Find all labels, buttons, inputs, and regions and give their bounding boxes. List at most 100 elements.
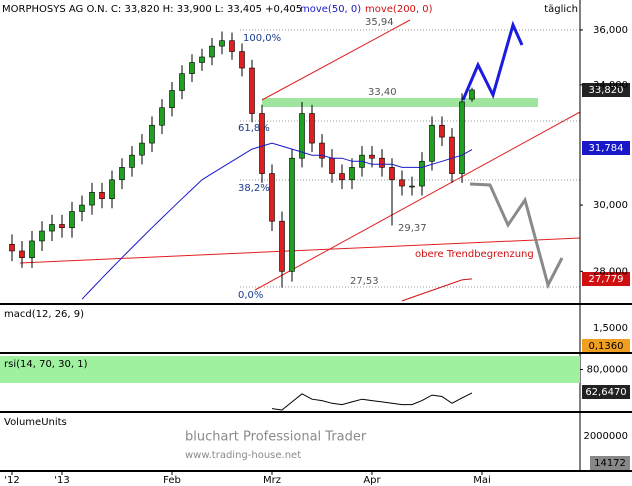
fib-label: 38,2%: [238, 183, 270, 194]
y-tick-label: 80,0000: [587, 365, 628, 376]
candle-body: [399, 179, 405, 187]
candle-body: [259, 113, 265, 174]
level-label: 29,37: [398, 223, 427, 234]
x-tick-label: Apr: [363, 475, 381, 486]
candle-body: [319, 142, 325, 159]
candle-body: [239, 51, 245, 69]
y-tick-label: 30,000: [593, 200, 628, 211]
candle-body: [59, 224, 65, 229]
candle-body: [459, 101, 465, 174]
candle-body: [309, 113, 315, 144]
candle-body: [99, 192, 105, 199]
candle-body: [219, 40, 225, 47]
fib-label: 0,0%: [238, 290, 263, 301]
y-tick-label: 28,000: [593, 266, 628, 277]
candle-body: [49, 224, 55, 232]
candle-body: [279, 220, 285, 272]
moving-average: [401, 278, 473, 302]
panel-label: rsi(14, 70, 30, 1): [4, 359, 88, 370]
chart-title: MORPHOSYS AG O.N. C: 33,820 H: 33,900 L:…: [2, 4, 302, 15]
last-label: 0,1360: [589, 341, 624, 352]
x-tick-label: Mai: [473, 475, 491, 486]
candle-body: [169, 90, 175, 109]
candle-body: [299, 113, 305, 159]
candle-body: [139, 142, 145, 156]
last-label: 33,820: [589, 85, 624, 96]
last-box: [582, 83, 630, 97]
candle-body: [19, 250, 25, 259]
watermark: bluchart Professional Trader: [185, 430, 367, 445]
candle-body: [269, 173, 275, 222]
last-box: [582, 339, 630, 352]
level-label: 35,94: [365, 17, 394, 28]
fib-label: 100,0%: [243, 33, 281, 44]
candle-body: [349, 167, 355, 181]
candle-body: [199, 56, 205, 63]
candle-body: [29, 240, 35, 259]
candle-body: [249, 67, 255, 114]
last-box: [590, 456, 630, 470]
candle-body: [149, 124, 155, 144]
candle-body: [119, 167, 125, 181]
last-label: 31,784: [589, 143, 624, 154]
resistance-zone: [262, 98, 538, 107]
rsi-line: [271, 392, 473, 411]
level-label: 27,53: [350, 276, 379, 287]
panel-label: macd(12, 26, 9): [4, 309, 84, 320]
y-tick-label: 34,000: [593, 80, 628, 91]
last-label: 14172: [594, 458, 626, 469]
candle-body: [179, 73, 185, 91]
candle-body: [129, 154, 135, 168]
legend-entry: move(50, 0): [300, 4, 361, 15]
candle-body: [9, 243, 15, 252]
candle-body: [389, 167, 395, 181]
candle-body: [89, 192, 95, 206]
x-tick-label: '13: [54, 475, 69, 486]
projection-down: [469, 182, 564, 290]
panel-borders: [0, 0, 632, 472]
trend-line: [19, 237, 581, 264]
last-box: [582, 385, 630, 399]
candle-body: [439, 124, 445, 138]
panel-label: VolumeUnits: [4, 417, 67, 428]
x-tick-label: '12: [4, 475, 19, 486]
channel-line: [261, 19, 411, 101]
candle-body: [429, 124, 435, 162]
candle-body: [339, 173, 345, 181]
fib-label: 61,8%: [238, 123, 270, 134]
candle-body: [329, 157, 335, 174]
channel-line: [254, 111, 581, 291]
candle-body: [369, 154, 375, 159]
candle-body: [209, 45, 215, 58]
candle-body: [469, 89, 475, 100]
candle-body: [79, 204, 85, 212]
legend-entry: move(200, 0): [365, 4, 433, 15]
period: täglich: [544, 4, 578, 15]
last-box: [582, 272, 630, 286]
candle-body: [229, 40, 235, 52]
candle-body: [159, 107, 165, 126]
y-tick-label: 2000000: [583, 431, 628, 442]
rsi-band: [0, 356, 580, 383]
moving-average: [81, 142, 473, 300]
level-label: 33,40: [368, 87, 397, 98]
last-label: 27,779: [589, 274, 624, 285]
candle-body: [69, 211, 75, 229]
watermark: www.trading-house.net: [185, 450, 301, 461]
y-tick-label: 1,5000: [593, 323, 628, 334]
y-tick-label: 36,000: [593, 25, 628, 36]
candle-body: [419, 160, 425, 187]
annotation: obere Trendbegrenzung: [415, 249, 534, 260]
last-label: 62,6470: [585, 387, 626, 398]
projection-up: [461, 20, 524, 101]
candle-body: [449, 136, 455, 174]
candle-body: [379, 157, 385, 168]
candle-body: [109, 179, 115, 199]
candle-body: [189, 62, 195, 74]
candle-body: [289, 157, 295, 272]
candle-body: [409, 185, 415, 188]
x-tick-label: Mrz: [263, 475, 281, 486]
x-tick-label: Feb: [163, 475, 181, 486]
